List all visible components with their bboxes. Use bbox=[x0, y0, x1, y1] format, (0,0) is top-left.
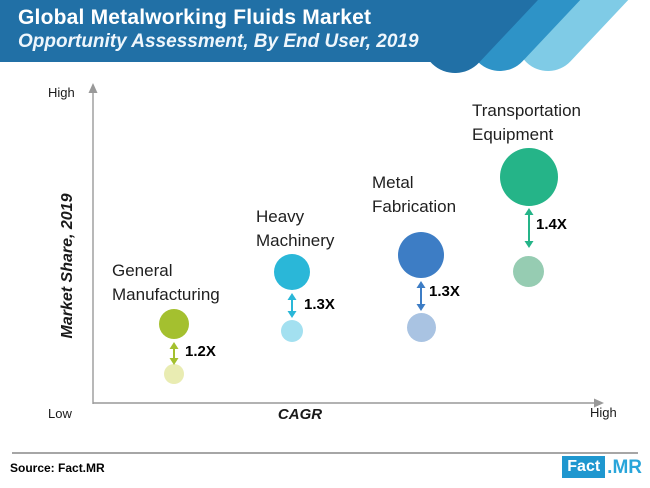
ribbon-light bbox=[517, 0, 629, 71]
series-label: Heavy Machinery bbox=[256, 207, 335, 250]
banner-rect bbox=[0, 0, 462, 62]
series-label: Transportation Equipment bbox=[472, 101, 581, 144]
factmr-logo: Fact .MR bbox=[562, 456, 642, 478]
ribbon-dark bbox=[422, 0, 538, 73]
projected-bubble bbox=[164, 364, 184, 384]
x-axis-title: CAGR bbox=[277, 406, 323, 423]
y-axis-title: Market Share, 2019 bbox=[59, 193, 76, 339]
source-note: Source: Fact.MR bbox=[10, 461, 105, 475]
projected-bubble bbox=[406, 312, 436, 342]
multiplier-label: 1.3X bbox=[429, 283, 460, 300]
growth-arrow-icon bbox=[169, 342, 179, 365]
multiplier-label: 1.2X bbox=[185, 343, 216, 360]
main-bubble bbox=[274, 254, 310, 290]
logo-fact-box: Fact bbox=[562, 456, 606, 478]
series-label: Metal Fabrication bbox=[372, 173, 457, 216]
footer-divider bbox=[12, 452, 638, 454]
multiplier-label: 1.4X bbox=[536, 216, 567, 233]
page-subtitle: Opportunity Assessment, By End User, 201… bbox=[18, 31, 419, 52]
multiplier-label: 1.3X bbox=[304, 296, 335, 313]
growth-arrow-icon bbox=[416, 281, 426, 311]
projected-bubble bbox=[281, 320, 303, 342]
banner-ribbon-graphic bbox=[0, 0, 629, 73]
origin-low-label: Low bbox=[48, 406, 72, 421]
logo-mr-text: .MR bbox=[607, 456, 642, 478]
growth-arrow-icon bbox=[287, 293, 297, 318]
header-banner: Global Metalworking Fluids Market Opport… bbox=[0, 0, 650, 95]
y-axis-arrowhead-icon bbox=[88, 83, 98, 93]
y-axis-high-label: High bbox=[48, 85, 75, 100]
page-title: Global Metalworking Fluids Market bbox=[18, 6, 372, 29]
x-axis-high-label: High bbox=[590, 405, 617, 420]
projected-bubble bbox=[512, 255, 544, 287]
x-axis-arrowhead-icon bbox=[594, 398, 604, 408]
main-bubble bbox=[398, 232, 444, 278]
series-label: General Manufacturing bbox=[112, 261, 220, 304]
main-bubble bbox=[500, 148, 558, 206]
main-bubble bbox=[159, 309, 189, 339]
growth-arrow-icon bbox=[524, 208, 534, 248]
